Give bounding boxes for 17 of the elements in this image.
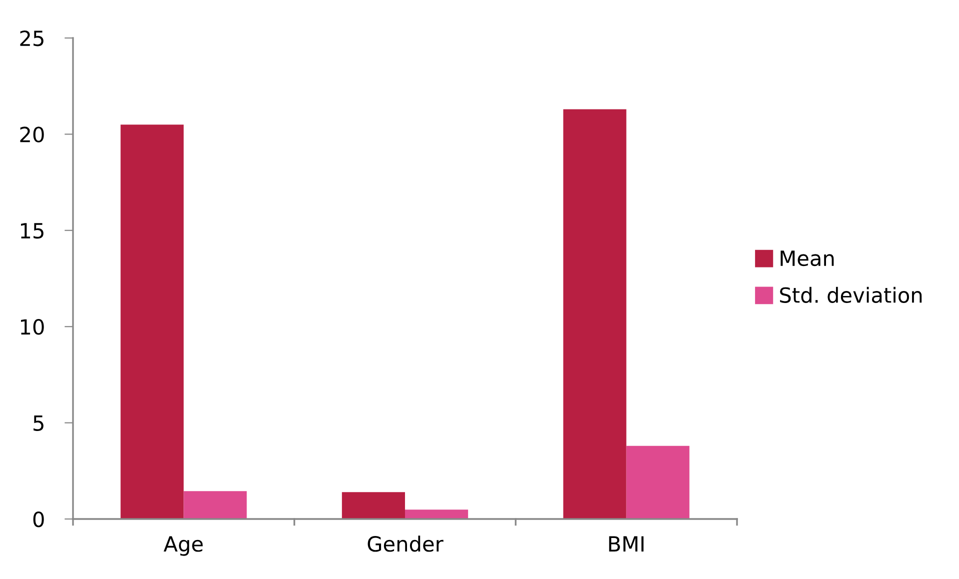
bar	[626, 446, 690, 519]
y-tick-label: 15	[21, 223, 44, 239]
legend-label: Mean	[780, 250, 834, 266]
y-tick-label: 25	[20, 30, 44, 46]
x-tick-label: BMI	[609, 536, 644, 552]
bar	[184, 491, 247, 519]
y-tick-label: 20	[20, 126, 44, 142]
legend-label: Std. deviation	[780, 286, 922, 303]
x-tick-label: Age	[164, 536, 203, 556]
y-tick-label: 0	[33, 511, 44, 528]
bar	[342, 492, 405, 519]
bar	[563, 109, 626, 519]
bar	[405, 510, 468, 519]
x-tick-label: Gender	[368, 536, 444, 552]
y-tick-label: 10	[21, 319, 44, 335]
bar	[120, 124, 184, 519]
y-tick-label: 5	[34, 416, 44, 432]
